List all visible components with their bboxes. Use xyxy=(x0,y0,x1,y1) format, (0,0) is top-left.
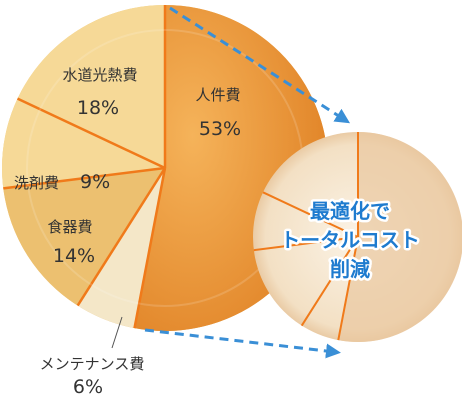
label-detergent: 洗剤費 xyxy=(14,174,59,192)
slice-maintenance xyxy=(77,168,165,329)
value-tableware: 14% xyxy=(53,245,95,267)
slice-utilities xyxy=(17,4,165,168)
label-labor: 人件費 xyxy=(195,86,240,104)
headline-line-1: 最適化で xyxy=(310,199,390,223)
value-labor: 53% xyxy=(199,118,241,140)
small-slice-divider xyxy=(300,236,359,327)
maintenance-leader xyxy=(111,316,123,349)
slice-detergent xyxy=(2,98,165,189)
slice-divider xyxy=(133,167,167,329)
slice-divider xyxy=(76,167,167,307)
small-slice-divider xyxy=(337,236,359,341)
slice-divider xyxy=(3,166,166,190)
label-maintenance: メンテナンス費 xyxy=(40,355,145,373)
small-slice-divider xyxy=(253,236,359,252)
label-utilities: 水道光熱費 xyxy=(62,66,137,84)
small-slice-labor xyxy=(338,131,462,342)
headline-line-3: 削減 xyxy=(330,257,370,281)
slice-tableware xyxy=(3,168,165,306)
small-slice-divider xyxy=(262,191,359,238)
value-maintenance: 6% xyxy=(73,376,103,398)
arrow-bottom xyxy=(144,328,341,359)
headline-line-2: トータルコスト xyxy=(280,228,420,252)
label-tableware: 食器費 xyxy=(47,218,92,236)
arrow-top xyxy=(169,6,351,124)
slice-divider xyxy=(16,97,166,170)
value-utilities: 18% xyxy=(77,97,119,119)
value-detergent: 9% xyxy=(80,171,110,193)
